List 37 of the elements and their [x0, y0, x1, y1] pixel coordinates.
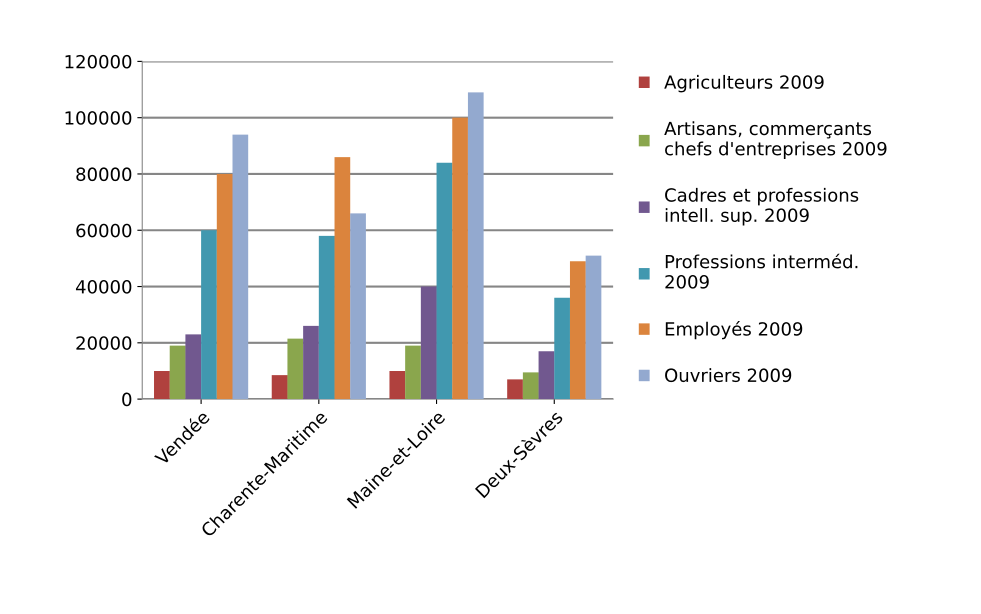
bar — [507, 379, 523, 400]
y-tick-label: 60000 — [76, 224, 132, 238]
y-tick-label: 0 — [122, 392, 132, 406]
bar — [272, 375, 288, 400]
legend-label: Professions interméd. 2009 — [665, 254, 858, 289]
bar — [154, 370, 170, 400]
bar — [201, 230, 217, 400]
legend-label: Agriculteurs 2009 — [664, 74, 824, 92]
bar — [586, 256, 602, 400]
bar — [436, 162, 452, 400]
bar — [334, 157, 350, 400]
bar — [522, 372, 539, 400]
bar — [420, 286, 437, 400]
bar — [405, 346, 421, 400]
bar — [318, 236, 335, 400]
bar — [287, 338, 304, 400]
bar — [232, 134, 248, 400]
bar — [538, 351, 554, 400]
bar — [554, 298, 570, 400]
y-tick-label: 100000 — [66, 111, 132, 125]
legend-label: Employés 2009 — [666, 321, 802, 340]
y-tick-label: 40000 — [76, 280, 132, 294]
y-tick-label: 20000 — [76, 336, 132, 350]
legend-label: Artisans, commerçants chefs d'entreprises 2009 — [664, 121, 886, 159]
bar — [185, 334, 202, 400]
legend-label: Ouvriers 2009 — [665, 368, 792, 382]
bar — [389, 370, 406, 400]
bar — [570, 261, 586, 400]
bar — [170, 346, 186, 400]
bar — [303, 326, 319, 400]
y-tick-label: 80000 — [76, 167, 132, 182]
legend-label: Cadres et professions intell. sup. 2009 — [665, 188, 858, 226]
y-tick-label: 120000 — [66, 54, 132, 69]
bar — [350, 213, 366, 400]
bar — [468, 92, 484, 400]
bar — [452, 118, 468, 400]
bar — [216, 174, 232, 400]
